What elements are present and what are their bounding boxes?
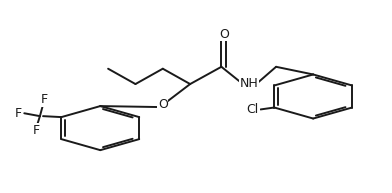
Text: O: O [219,28,229,41]
Text: F: F [15,107,22,120]
Text: NH: NH [240,77,258,90]
Text: Cl: Cl [247,103,259,116]
Text: O: O [158,98,168,111]
Text: F: F [33,124,40,137]
Text: F: F [40,93,47,106]
